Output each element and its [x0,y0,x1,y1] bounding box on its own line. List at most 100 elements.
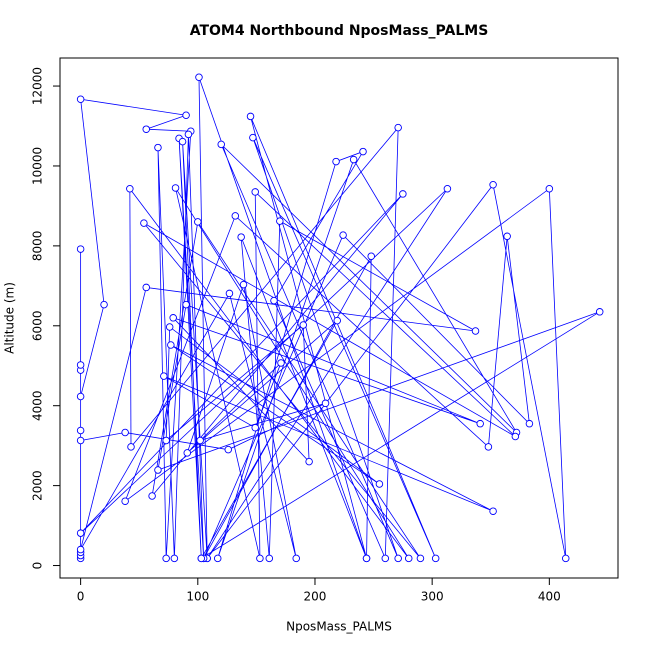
data-point [160,372,168,380]
y-axis-label: Altitude (m) [3,282,17,354]
data-point [443,184,452,193]
data-point [213,554,222,563]
data-point [489,507,497,515]
data-point [183,449,192,457]
y-tick-label: 12000 [31,67,45,105]
data-point [349,155,358,164]
data-point [246,112,255,121]
data-point [225,289,234,298]
data-point [471,327,480,335]
data-point [237,233,245,241]
data-point [76,426,85,435]
data-point [182,111,190,119]
data-point [194,218,202,226]
data-point [76,95,85,103]
data-point [231,212,240,220]
y-tick-label: 10000 [31,147,45,185]
data-point [76,529,85,537]
x-tick-label: 100 [186,590,209,604]
plot-frame [59,57,619,579]
data-point [256,554,264,563]
data-point [276,217,284,225]
data-point [484,443,493,451]
data-point [394,123,402,132]
data-point [416,554,425,563]
data-point [511,432,520,441]
x-tick-label: 400 [538,590,561,604]
data-point [476,419,484,428]
data-point [399,190,407,198]
data-point [76,392,85,401]
data-point [126,184,134,193]
data-point [299,321,308,329]
chart-title: ATOM4 Northbound NposMass_PALMS [190,23,489,39]
data-point [76,361,85,369]
data-point [148,492,156,500]
data-point [249,133,257,142]
data-point [224,445,233,454]
x-axis-label: NposMass_PALMS [286,620,392,634]
data-point [76,436,85,445]
data-point [196,436,204,445]
data-point [197,554,206,563]
data-point [140,219,148,227]
data-point [171,184,180,192]
data-point [561,554,570,563]
data-point [169,314,177,322]
data-point [595,308,604,316]
data-point [321,399,330,408]
data-point [162,554,170,563]
data-point [251,188,259,196]
data-point [165,323,174,331]
data-point [239,280,248,289]
data-point [333,316,341,325]
data-point [154,143,162,152]
data-point [367,252,375,261]
data-point [217,140,225,149]
data-point [265,554,274,563]
x-tick-label: 300 [421,590,444,604]
data-point [332,157,340,166]
y-tick-label: 4000 [31,390,45,421]
data-point [545,184,554,193]
data-point [142,125,150,133]
y-tick-label: 2000 [31,470,45,501]
y-tick-label: 6000 [31,311,45,342]
data-point [277,359,285,367]
x-tick-label: 0 [77,590,85,604]
data-line [80,77,600,559]
y-tick-label: 8000 [31,231,45,262]
data-point [394,554,402,563]
data-point [292,554,300,563]
data-point [121,428,129,437]
data-point [525,419,534,428]
data-point [339,231,347,239]
data-point [100,300,108,309]
x-tick-label: 200 [304,590,327,604]
data-point [251,423,259,432]
data-point [76,245,85,253]
data-point [184,130,193,139]
data-point [431,554,440,563]
data-point [142,283,150,292]
data-point [489,180,497,189]
data-point [127,443,135,451]
data-point [162,436,170,445]
data-point [359,147,367,156]
data-point [195,73,203,82]
data-point [154,466,162,474]
data-point [178,137,187,146]
data-point [76,545,85,554]
data-point [404,554,413,563]
data-point [182,300,190,309]
data-point [305,457,313,466]
data-point [503,232,511,241]
data-point [121,497,129,505]
data-point [167,341,175,349]
data-point [381,554,390,563]
data-point [375,480,384,488]
data-point [270,296,278,305]
data-point [170,554,179,563]
data-point [362,554,371,563]
